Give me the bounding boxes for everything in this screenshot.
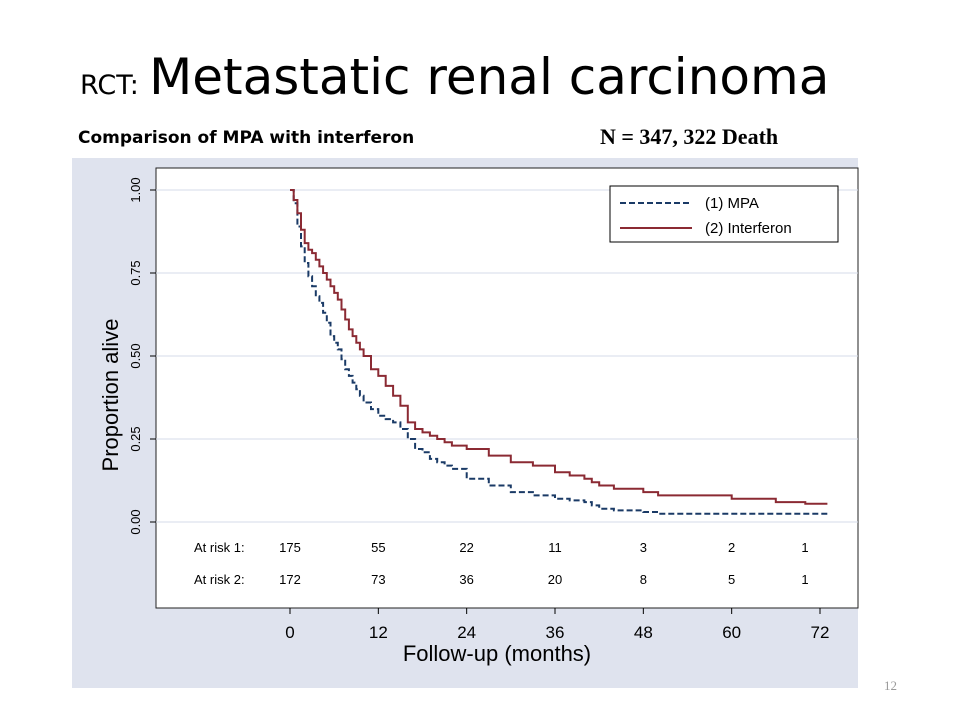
x-tick-label-1: 12 <box>369 623 388 642</box>
risk-row-2-value-1: 73 <box>371 572 385 587</box>
risk-row-1-value-2: 22 <box>459 540 473 555</box>
risk-row-1-value-4: 3 <box>640 540 647 555</box>
legend: (1) MPA (2) Interferon <box>609 185 839 243</box>
legend-label-1: (1) MPA <box>705 195 759 212</box>
risk-row-2-value-2: 36 <box>459 572 473 587</box>
legend-label-2: (2) Interferon <box>705 220 792 237</box>
x-tick-label-2: 24 <box>457 623 476 642</box>
x-tick-label-6: 72 <box>811 623 830 642</box>
risk-row-1-value-1: 55 <box>371 540 385 555</box>
risk-table: At risk 1: 175 55 22 11 3 2 1 At risk 2: 172 73 36 2… <box>194 540 809 587</box>
risk-row-2-value-3: 20 <box>548 572 562 587</box>
y-axis-title: Proportion alive <box>98 319 123 472</box>
legend-box <box>609 185 839 243</box>
x-tick-label-0: 0 <box>285 623 294 642</box>
risk-row-2-value-5: 5 <box>728 572 735 587</box>
risk-row-2-value-4: 8 <box>640 572 647 587</box>
x-tick-label-4: 48 <box>634 623 653 642</box>
axes: 0.000.250.500.751.000 12 24 36 48 60 72 <box>128 177 829 642</box>
risk-row-2-value-0: 172 <box>279 572 301 587</box>
risk-row-1-value-5: 2 <box>728 540 735 555</box>
title-main: Metastatic renal carcinoma <box>149 48 830 106</box>
slide-title: RCT: Metastatic renal carcinoma <box>80 52 829 102</box>
y-tick-label-2: 0.50 <box>128 343 143 368</box>
risk-row-1-value-3: 11 <box>548 540 562 555</box>
sample-count-label: N = 347, 322 Death <box>600 124 779 149</box>
series-line-1 <box>290 189 828 515</box>
y-tick-label-1: 0.25 <box>128 426 143 451</box>
x-tick-label-5: 60 <box>722 623 741 642</box>
y-tick-label-4: 1.00 <box>128 177 143 202</box>
risk-row-1-value-0: 175 <box>279 540 301 555</box>
risk-row-2-value-6: 1 <box>801 572 808 587</box>
slide-subtitle: Comparison of MPA with interferon <box>78 128 415 148</box>
y-tick-label-0: 0.00 <box>128 509 143 534</box>
risk-row-2-label: At risk 2: <box>194 572 245 587</box>
title-prefix: RCT: <box>80 70 139 101</box>
x-axis-title: Follow-up (months) <box>403 641 591 666</box>
series-lines <box>290 189 828 515</box>
x-tick-label-3: 36 <box>546 623 565 642</box>
series-line-2 <box>290 189 828 505</box>
risk-row-1-label: At risk 1: <box>194 540 245 555</box>
risk-row-1-value-6: 1 <box>801 540 808 555</box>
page-number: 12 <box>884 678 897 693</box>
y-tick-label-3: 0.75 <box>128 260 143 285</box>
